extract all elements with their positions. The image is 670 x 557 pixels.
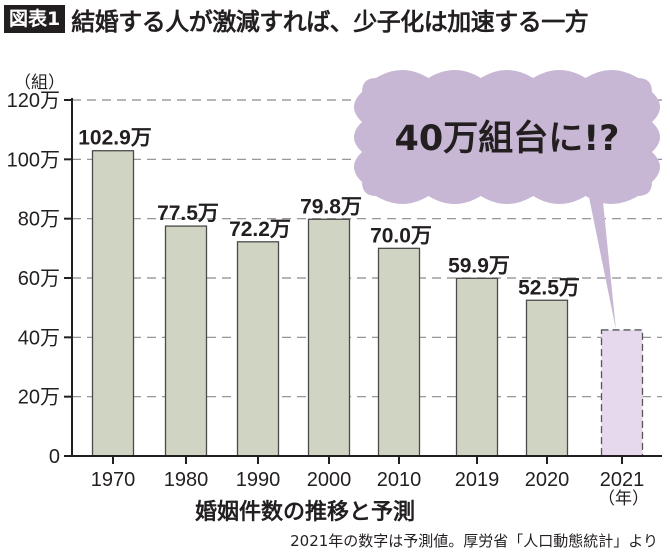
x-tick-label: 1970 <box>91 469 136 491</box>
x-tick-label: 1980 <box>164 469 209 491</box>
value-label: 70.0万 <box>370 224 432 247</box>
value-label: 79.8万 <box>300 195 362 218</box>
y-tick-label: 120万 <box>7 90 60 112</box>
callout-text: 40万組台に!? <box>395 119 620 159</box>
bar <box>455 277 499 457</box>
bar <box>307 218 351 457</box>
y-tick-label: 0 <box>49 446 60 468</box>
callout-pointer <box>588 192 616 330</box>
figure-badge: 図表1 <box>4 5 66 33</box>
y-tick-label: 80万 <box>18 209 60 231</box>
y-tick-label: 100万 <box>7 149 60 171</box>
forecast-bar <box>600 329 644 457</box>
source-note: 2021年の数字は予測値。厚労省「人口動態統計」より <box>290 532 658 550</box>
figure-title: 結婚する人が激減すれば、少子化は加速する一方 <box>71 7 589 36</box>
x-tick-label: 2021 <box>600 469 645 491</box>
value-label: 77.5万 <box>157 202 219 225</box>
bar <box>525 299 569 457</box>
x-axis-ticks: 1970 1980 1990 2000 2010 2019 2020 2021 <box>91 469 645 491</box>
bar <box>164 225 208 457</box>
bar <box>91 150 135 457</box>
value-label: 102.9万 <box>78 127 152 150</box>
value-labels: 102.9万 77.5万 72.2万 79.8万 70.0万 59.9万 52.5万 <box>78 127 580 300</box>
callout-bubble: 40万組台に!? <box>354 70 661 330</box>
y-axis-unit: （組） <box>14 73 65 93</box>
y-tick-label: 60万 <box>18 268 60 290</box>
x-tick-label: 2020 <box>525 469 570 491</box>
callout-shape <box>354 70 661 204</box>
x-tick-label: 2010 <box>377 469 422 491</box>
value-label: 52.5万 <box>518 276 580 299</box>
bar <box>236 241 280 457</box>
y-tick-label: 40万 <box>18 327 60 349</box>
value-label: 59.9万 <box>448 254 510 277</box>
x-tick-label: 2019 <box>455 469 500 491</box>
bar <box>377 247 421 457</box>
x-tick-label: 1990 <box>236 469 281 491</box>
chart-subtitle: 婚姻件数の推移と予測 <box>194 500 415 525</box>
y-axis-ticks: 0 20万 40万 60万 80万 100万 120万 <box>7 90 60 468</box>
figure-header: 図表1 結婚する人が激減すれば、少子化は加速する一方 <box>4 2 589 36</box>
x-tick-label: 2000 <box>307 469 352 491</box>
value-label: 72.2万 <box>229 218 291 241</box>
axes <box>64 98 662 464</box>
bars <box>91 150 644 457</box>
x-axis-unit: （年） <box>598 489 649 509</box>
y-tick-label: 20万 <box>18 387 60 409</box>
